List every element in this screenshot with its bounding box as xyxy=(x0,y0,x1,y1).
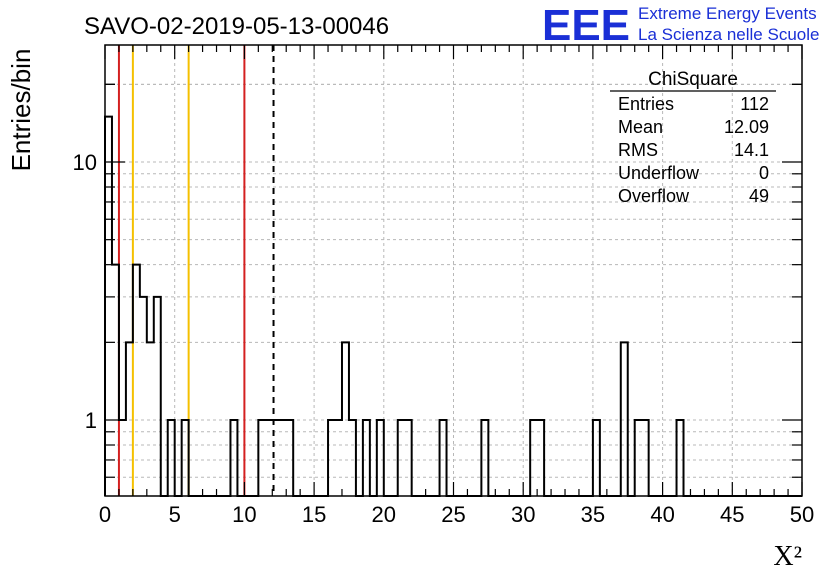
logo-line-2: La Scienza nelle Scuole xyxy=(638,25,819,44)
x-axis-label: X² xyxy=(773,541,802,572)
stats-title: ChiSquare xyxy=(648,69,738,90)
histogram-bin xyxy=(112,265,119,496)
stats-rows: Entries 112 Mean 12.09 RMS 14.1 Underflow 0 Over… xyxy=(618,94,769,206)
stats-label: Overflow xyxy=(618,186,690,206)
stats-label: RMS xyxy=(618,140,658,160)
histogram-bin xyxy=(126,342,133,496)
axis-ticks xyxy=(104,45,803,496)
stats-label: Entries xyxy=(618,94,674,114)
logo-line-1: Extreme Energy Events xyxy=(638,4,817,23)
x-tick-label: 0 xyxy=(99,502,111,527)
x-tick-label: 10 xyxy=(232,502,256,527)
grid-lines xyxy=(105,45,802,496)
stats-value: 14.1 xyxy=(734,140,769,160)
x-tick-label: 25 xyxy=(441,502,465,527)
x-tick-label: 5 xyxy=(169,502,181,527)
stats-value: 112 xyxy=(740,94,769,114)
y-tick-label: 1 xyxy=(85,408,97,433)
histogram-bin xyxy=(140,297,147,496)
histogram-bin xyxy=(154,297,161,496)
histogram-bin xyxy=(621,342,628,496)
logo-letters: EEE xyxy=(542,1,630,50)
y-axis-label: Entries/bin xyxy=(6,49,36,172)
histogram-bin xyxy=(342,342,349,496)
stats-value: 0 xyxy=(759,163,769,183)
histogram-bin xyxy=(133,265,140,496)
x-tick-label: 50 xyxy=(790,502,814,527)
y-tick-label: 10 xyxy=(73,150,97,175)
stats-label: Underflow xyxy=(618,163,700,183)
x-tick-label: 45 xyxy=(720,502,744,527)
histogram-bin xyxy=(147,342,154,496)
y-tick-labels: 1 10 xyxy=(73,150,97,433)
x-tick-labels: 0 5 10 15 20 25 30 35 40 45 50 xyxy=(99,502,814,527)
x-tick-label: 15 xyxy=(302,502,326,527)
x-tick-label: 40 xyxy=(650,502,674,527)
chart-title: SAVO-02-2019-05-13-00046 xyxy=(84,13,389,40)
eee-logo: EEE Extreme Energy Events La Scienza nel… xyxy=(542,1,819,50)
stats-value: 49 xyxy=(749,186,769,206)
stats-box: ChiSquare Entries 112 Mean 12.09 RMS 14.1 Unde… xyxy=(610,69,776,206)
x-tick-label: 20 xyxy=(372,502,396,527)
stats-value: 12.09 xyxy=(724,117,769,137)
stats-label: Mean xyxy=(618,117,663,137)
reference-lines xyxy=(117,45,275,496)
x-tick-label: 30 xyxy=(511,502,535,527)
x-tick-label: 35 xyxy=(581,502,605,527)
